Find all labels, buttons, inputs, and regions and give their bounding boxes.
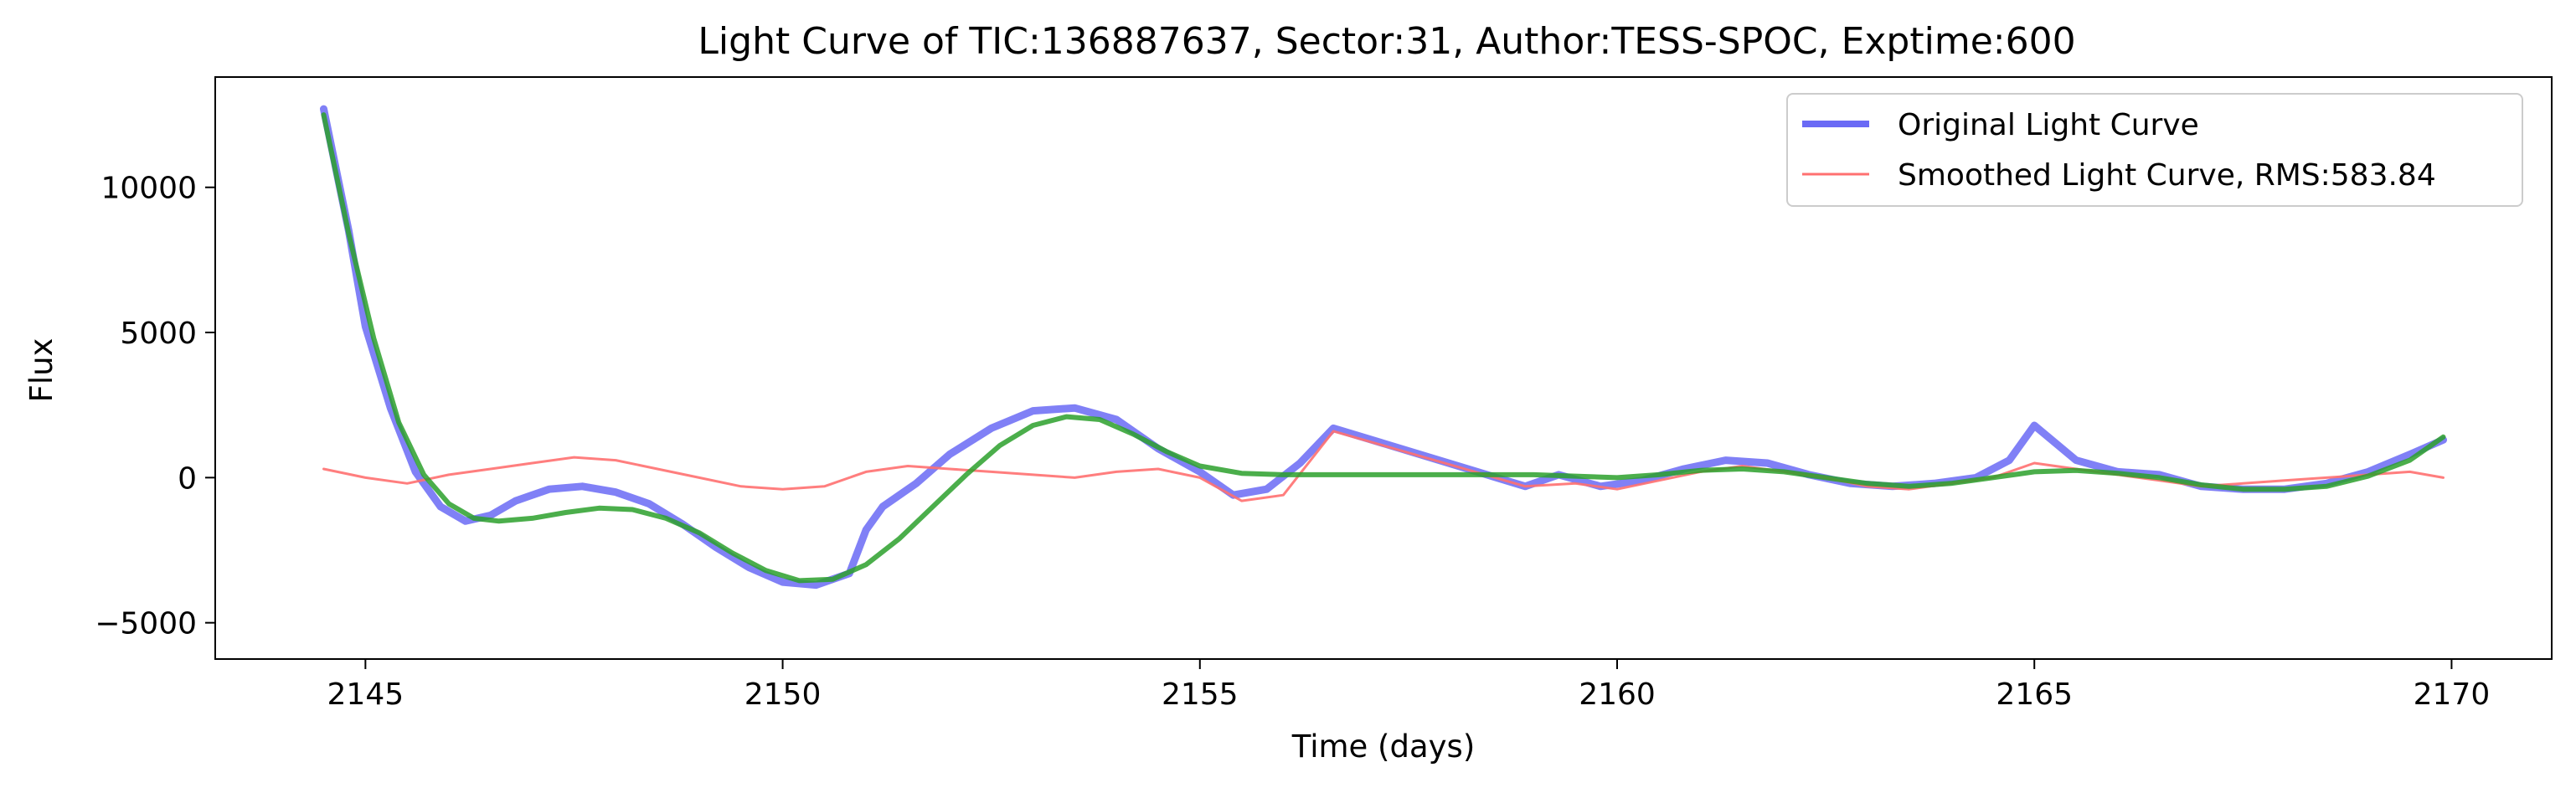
series-trend-line	[321, 112, 2446, 584]
y-tick-label: 10000	[100, 172, 197, 206]
x-tick-label: 2155	[1162, 677, 1239, 712]
y-axis: −5000 0 5000 10000	[95, 172, 215, 641]
x-axis: 2145 2150 2155 2160 2165 2170	[327, 659, 2491, 712]
y-tick-label: 5000	[120, 317, 197, 351]
x-tick-label: 2170	[2414, 677, 2491, 712]
x-tick-label: 2160	[1579, 677, 1656, 712]
y-axis-label: Flux	[23, 338, 59, 403]
legend-box	[1786, 93, 2523, 207]
plot-frame	[214, 76, 2553, 660]
x-tick-label: 2165	[1996, 677, 2073, 712]
y-tick-label: 0	[178, 461, 197, 496]
x-axis-label: Time (days)	[1291, 729, 1476, 765]
series-layer	[320, 105, 2447, 590]
legend-label-smoothed: Smoothed Light Curve, RMS:583.84	[1898, 158, 2436, 193]
legend: Original Light Curve Smoothed Light Curv…	[1786, 93, 2523, 207]
x-tick-label: 2145	[327, 677, 404, 712]
x-tick-label: 2150	[744, 677, 822, 712]
series-original-line	[320, 105, 2447, 590]
y-tick-label: −5000	[95, 607, 197, 641]
chart-title: Light Curve of TIC:136887637, Sector:31,…	[698, 20, 2075, 63]
legend-label-original: Original Light Curve	[1898, 108, 2199, 142]
